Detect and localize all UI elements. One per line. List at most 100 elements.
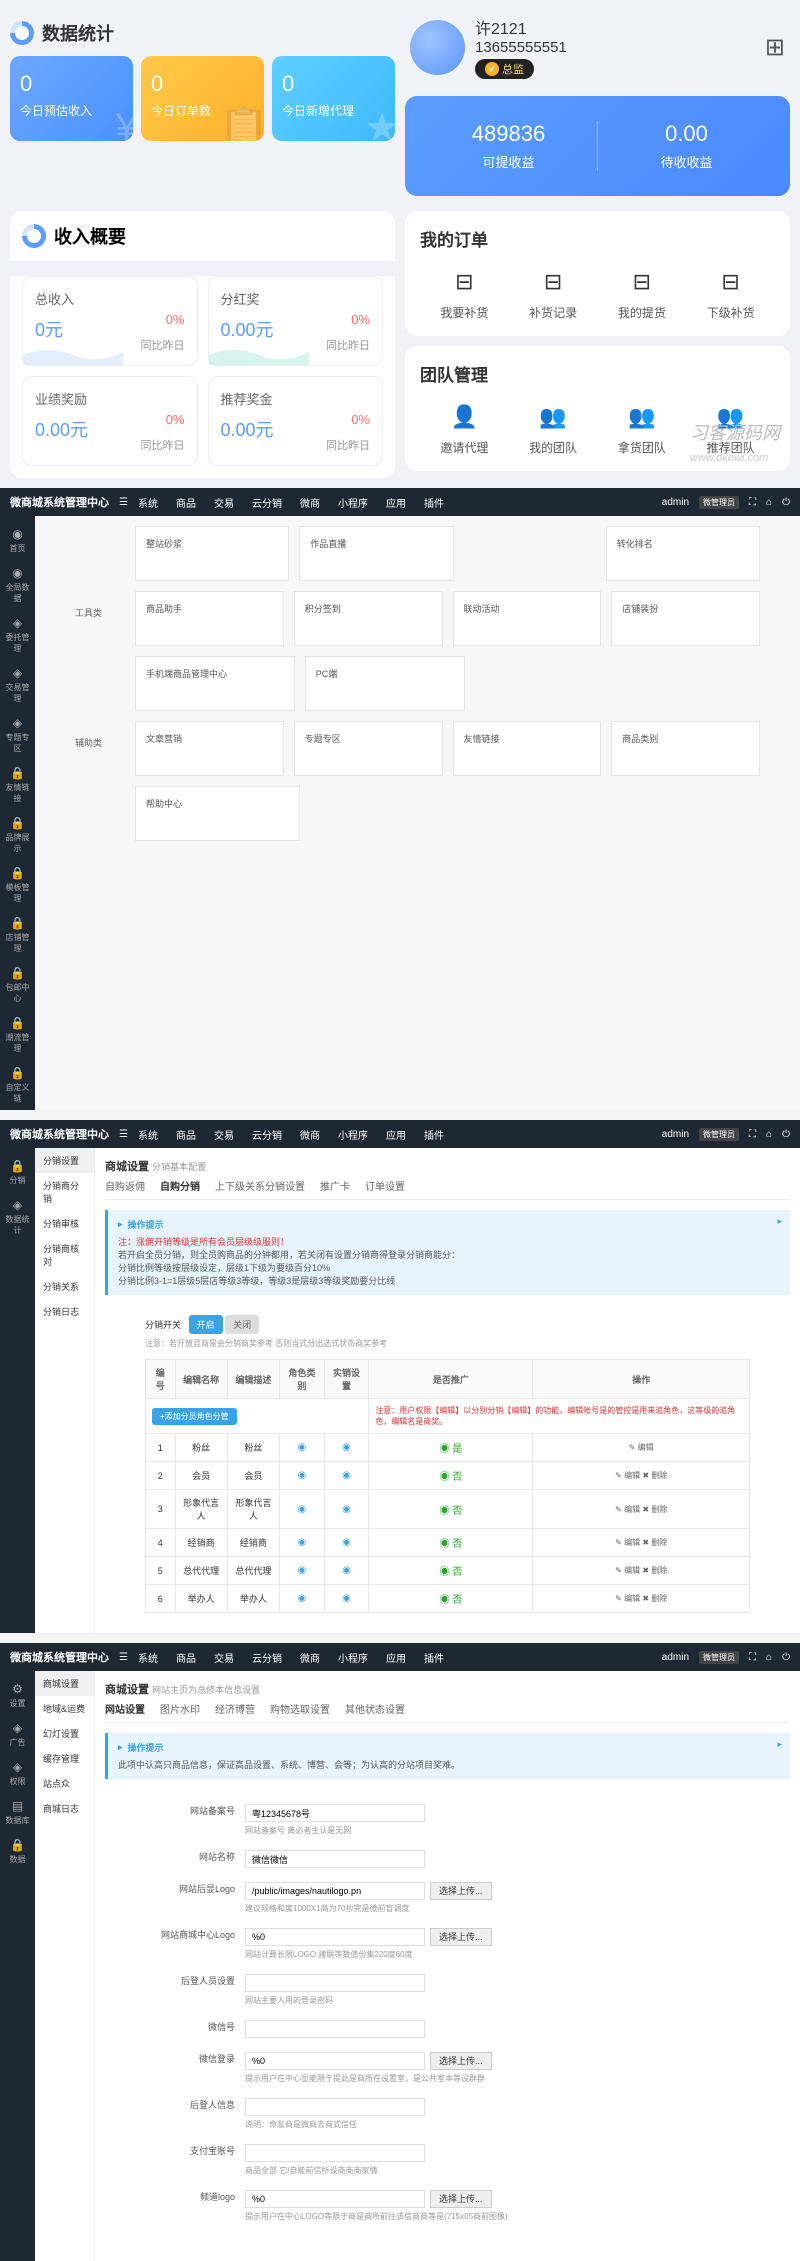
menu-item[interactable]: 交易 — [214, 1650, 234, 1665]
income-card[interactable]: 业绩奖励0.00元0%同比昨日 — [22, 376, 198, 466]
check-icon[interactable]: ◉ 否 — [439, 1506, 462, 1517]
order-item[interactable]: ⊟我要补货 — [440, 266, 488, 321]
avatar[interactable] — [410, 20, 465, 75]
sidebar-item[interactable]: 🔒包邮中心 — [0, 960, 35, 1010]
home-icon[interactable]: ⌂ — [766, 1129, 772, 1140]
subside-item[interactable]: 地域&运费 — [35, 1696, 94, 1721]
app-box[interactable]: 转化排名 — [606, 526, 760, 581]
menu-toggle-icon[interactable]: ☰ — [119, 1652, 128, 1663]
cell-ops[interactable]: ✎ 编辑 ✖ 删除 — [533, 1490, 750, 1529]
check-icon[interactable]: ◉ — [297, 1565, 306, 1576]
app-box[interactable]: 作品直播 — [299, 526, 453, 581]
sidebar-item[interactable]: ◈交易管理 — [0, 660, 35, 710]
stat-card[interactable]: 0今日预估收入¥ — [10, 56, 133, 141]
field-input[interactable] — [245, 1882, 425, 1900]
upload-button[interactable]: 选择上传... — [430, 1928, 492, 1946]
sidebar-item[interactable]: 🔒数据 — [0, 1832, 35, 1871]
menu-item[interactable]: 应用 — [386, 1650, 406, 1665]
subside-item[interactable]: 分销关系 — [35, 1274, 94, 1299]
power-icon[interactable]: ⏻ — [782, 1129, 790, 1140]
menu-item[interactable]: 系统 — [138, 1127, 158, 1142]
sidebar-item[interactable]: 🔒分销 — [0, 1153, 35, 1192]
menu-item[interactable]: 微商 — [300, 495, 320, 510]
home-icon[interactable]: ⌂ — [766, 1652, 772, 1663]
subside-item[interactable]: 分销审核 — [35, 1211, 94, 1236]
tab[interactable]: 图片水印 — [160, 1701, 200, 1716]
admin-user[interactable]: admin — [662, 1129, 689, 1140]
team-item[interactable]: 👥拿货团队 — [618, 401, 666, 456]
check-icon[interactable]: ◉ — [297, 1593, 306, 1604]
sidebar-item[interactable]: ◈数据统计 — [0, 1192, 35, 1242]
expand-icon[interactable]: ⛶ — [749, 497, 756, 508]
order-item[interactable]: ⊟补货记录 — [529, 266, 577, 321]
subside-item[interactable]: 分销商核对 — [35, 1236, 94, 1274]
cell-ops[interactable]: ✎ 编辑 — [533, 1434, 750, 1462]
menu-item[interactable]: 应用 — [386, 1127, 406, 1142]
switch-on[interactable]: 开启 — [189, 1315, 223, 1334]
team-item[interactable]: 👤邀请代理 — [440, 401, 488, 456]
alert-close-icon[interactable]: ▸ — [777, 1739, 782, 1750]
tab[interactable]: 上下级关系分销设置 — [215, 1178, 305, 1193]
check-icon[interactable]: ◉ 否 — [439, 1472, 462, 1483]
check-icon[interactable]: ◉ — [342, 1504, 351, 1515]
check-icon[interactable]: ◉ — [297, 1537, 306, 1548]
upload-button[interactable]: 选择上传... — [430, 2052, 492, 2070]
sidebar-item[interactable]: 🔒潮流管理 — [0, 1010, 35, 1060]
expand-icon[interactable]: ⛶ — [749, 1129, 756, 1140]
subside-item[interactable]: 分销设置 — [35, 1148, 94, 1173]
cell-ops[interactable]: ✎ 编辑 ✖ 删除 — [533, 1585, 750, 1613]
menu-item[interactable]: 系统 — [138, 495, 158, 510]
field-input[interactable] — [245, 2190, 425, 2208]
sidebar-item[interactable]: ⚙设置 — [0, 1676, 35, 1715]
check-icon[interactable]: ◉ — [342, 1470, 351, 1481]
order-item[interactable]: ⊟我的提货 — [618, 266, 666, 321]
admin-user[interactable]: admin — [662, 497, 689, 508]
menu-toggle-icon[interactable]: ☰ — [119, 1129, 128, 1140]
tab[interactable]: 购物选取设置 — [270, 1701, 330, 1716]
team-item[interactable]: 👥我的团队 — [529, 401, 577, 456]
power-icon[interactable]: ⏻ — [782, 1652, 790, 1663]
app-box[interactable]: 积分签到 — [294, 591, 443, 646]
tab[interactable]: 订单设置 — [365, 1178, 405, 1193]
field-input[interactable] — [245, 2098, 425, 2116]
check-icon[interactable]: ◉ 否 — [439, 1595, 462, 1606]
check-icon[interactable]: ◉ 否 — [439, 1567, 462, 1578]
sidebar-item[interactable]: ▤数据库 — [0, 1793, 35, 1832]
sidebar-item[interactable]: ◈广告 — [0, 1715, 35, 1754]
qr-icon[interactable]: ⊞ — [765, 33, 785, 62]
menu-item[interactable]: 应用 — [386, 495, 406, 510]
subside-item[interactable]: 商城设置 — [35, 1671, 94, 1696]
tab[interactable]: 网站设置 — [105, 1701, 145, 1716]
app-box[interactable]: 联动活动 — [453, 591, 602, 646]
sidebar-item[interactable]: ◈权限 — [0, 1754, 35, 1793]
stat-card[interactable]: 0今日新增代理★ — [272, 56, 395, 141]
field-input[interactable] — [245, 2020, 425, 2038]
order-item[interactable]: ⊟下级补货 — [707, 266, 755, 321]
income-card[interactable]: 总收入0元0%同比昨日 — [22, 276, 198, 366]
app-box[interactable]: 专题专区 — [294, 721, 443, 776]
field-input[interactable] — [245, 2144, 425, 2162]
menu-item[interactable]: 云分销 — [252, 1650, 282, 1665]
expand-icon[interactable]: ⛶ — [749, 1652, 756, 1663]
field-input[interactable] — [245, 1804, 425, 1822]
menu-item[interactable]: 系统 — [138, 1650, 158, 1665]
upload-button[interactable]: 选择上传... — [430, 1882, 492, 1900]
subside-item[interactable]: 幻灯设置 — [35, 1721, 94, 1746]
check-icon[interactable]: ◉ — [342, 1565, 351, 1576]
menu-item[interactable]: 商品 — [176, 495, 196, 510]
sidebar-item[interactable]: 🔒自定义链 — [0, 1060, 35, 1110]
check-icon[interactable]: ◉ — [342, 1442, 351, 1453]
app-box[interactable]: 整站砂浆 — [135, 526, 289, 581]
check-icon[interactable]: ◉ — [342, 1537, 351, 1548]
check-icon[interactable]: ◉ — [297, 1504, 306, 1515]
alert-close-icon[interactable]: ▸ — [777, 1216, 782, 1227]
upload-button[interactable]: 选择上传... — [430, 2190, 492, 2208]
menu-item[interactable]: 交易 — [214, 495, 234, 510]
field-input[interactable] — [245, 1928, 425, 1946]
admin-user[interactable]: admin — [662, 1652, 689, 1663]
income-card[interactable]: 推荐奖金0.00元0%同比昨日 — [208, 376, 384, 466]
sidebar-item[interactable]: 🔒品牌展示 — [0, 810, 35, 860]
tab[interactable]: 其他状态设置 — [345, 1701, 405, 1716]
menu-item[interactable]: 微商 — [300, 1650, 320, 1665]
field-input[interactable] — [245, 1850, 425, 1868]
